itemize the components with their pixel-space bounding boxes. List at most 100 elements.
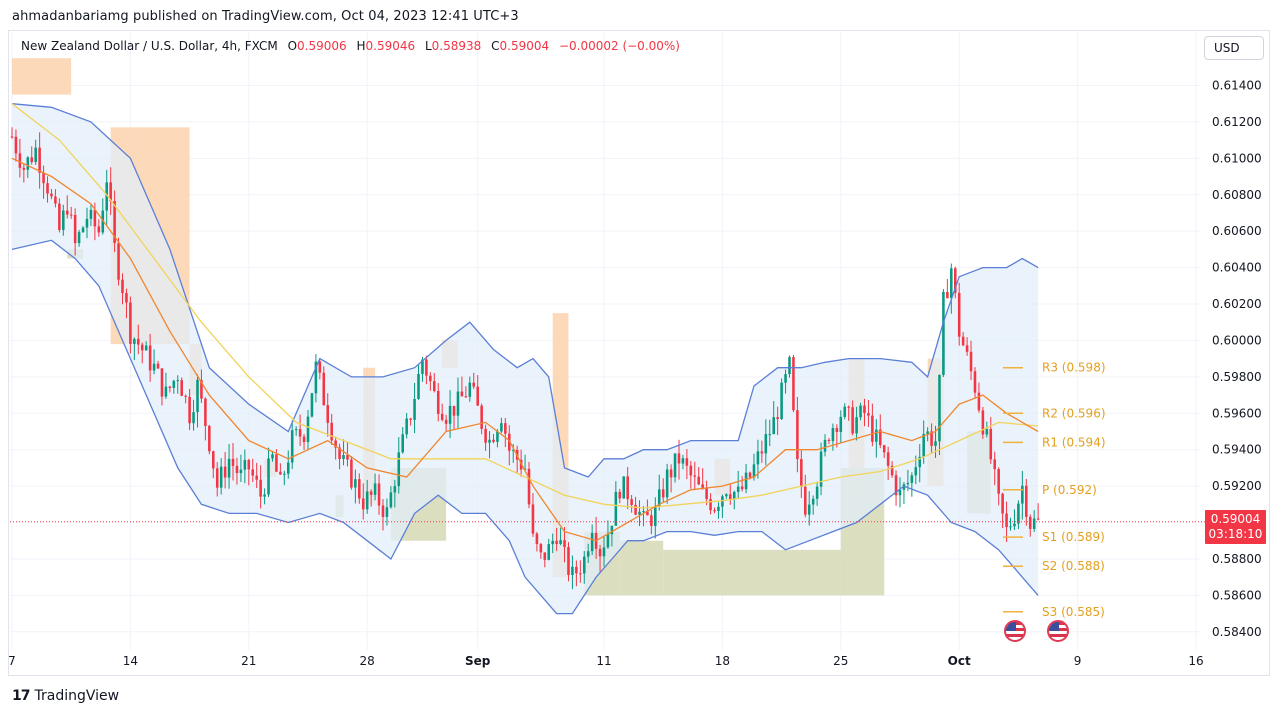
x-tick-label: 9 (1074, 654, 1082, 668)
last-price-tag: 0.59004 03:18:10 (1205, 510, 1266, 544)
candle-body (985, 428, 989, 435)
candle-body (579, 573, 582, 575)
candle-body (125, 293, 128, 303)
candle-body (764, 434, 768, 454)
candle-body (1013, 523, 1016, 527)
bollinger-upper-line (11, 103, 1039, 478)
candle-body (144, 345, 148, 351)
candle-body (942, 291, 945, 375)
candle-body (397, 452, 401, 487)
candle-body (504, 423, 507, 434)
candle-body (800, 459, 803, 487)
candle-body (531, 504, 535, 534)
us-flag-icon[interactable] (1047, 620, 1069, 642)
symbol-title[interactable]: New Zealand Dollar / U.S. Dollar, 4h, FX… (21, 39, 278, 53)
candle-body (934, 441, 937, 446)
candle-body (776, 417, 779, 420)
candle-body (788, 357, 791, 375)
candle-body (685, 458, 689, 466)
candle-body (914, 467, 918, 476)
candle-body (121, 279, 124, 294)
candle-body (709, 499, 712, 511)
y-tick-label: 0.58400 (1212, 625, 1262, 639)
symbol-legend: New Zealand Dollar / U.S. Dollar, 4h, FX… (21, 39, 680, 53)
candle-body (81, 227, 85, 233)
candle-body (886, 452, 890, 466)
candle-body (294, 429, 298, 431)
x-tick-label: 28 (360, 654, 375, 668)
brand-name: TradingView (34, 688, 120, 704)
candle-body (535, 533, 539, 545)
ohlc-close: C0.59004 (491, 39, 550, 53)
candle-body (630, 499, 633, 505)
candle-body (803, 486, 807, 515)
y-tick-label: 0.59200 (1212, 479, 1262, 493)
candle-body (693, 475, 697, 477)
candle-body (452, 405, 456, 416)
candle-body (377, 483, 381, 506)
candle-body (717, 506, 720, 511)
candle-body (689, 465, 693, 476)
candle-body (85, 218, 89, 228)
candle-body (626, 476, 629, 500)
candle-body (18, 153, 22, 168)
candle-body (898, 489, 902, 496)
candle-body (188, 396, 191, 424)
candle-body (247, 459, 251, 470)
us-flag-icon[interactable] (1004, 620, 1026, 642)
candle-body (472, 382, 476, 387)
candle-body (373, 483, 377, 495)
candle-body (961, 336, 965, 346)
candle-body (476, 386, 479, 406)
candle-body (14, 136, 18, 154)
y-tick-label: 0.58600 (1212, 588, 1262, 602)
candle-body (393, 486, 397, 493)
candle-body (819, 451, 823, 487)
candle-body (618, 491, 622, 499)
candle-body (930, 431, 933, 446)
candle-body (547, 544, 551, 560)
pivot-label: S2 (0.588) (1042, 559, 1105, 573)
candle-body (62, 210, 65, 230)
candle-body (440, 413, 444, 420)
candle-body (598, 548, 602, 557)
candle-body (314, 361, 318, 394)
candle-body (740, 486, 744, 490)
candle-body (109, 182, 112, 202)
candle-body (867, 413, 870, 416)
candle-body (543, 552, 547, 560)
candle-body (211, 451, 215, 469)
currency-button[interactable]: USD (1204, 36, 1264, 60)
y-tick-label: 0.60600 (1212, 224, 1262, 238)
candle-body (54, 196, 57, 204)
ohlc-change: −0.00002 (−0.00%) (558, 39, 680, 53)
candle-body (42, 172, 45, 184)
candle-body (283, 473, 286, 475)
candle-body (839, 416, 843, 433)
candle-body (346, 455, 349, 460)
candle-body (448, 405, 452, 424)
candle-body (133, 338, 136, 344)
y-tick-label: 0.60200 (1212, 297, 1262, 311)
pivot-label: R1 (0.594) (1042, 435, 1106, 449)
candle-body (602, 547, 606, 557)
candle-body (847, 406, 850, 408)
x-tick-label: 11 (596, 654, 611, 668)
candle-body (500, 423, 503, 432)
candle-body (768, 434, 772, 436)
ema-fast-line (11, 157, 1039, 542)
candle-body (26, 157, 30, 170)
candle-body (855, 417, 858, 434)
candle-body (113, 201, 116, 244)
candle-body (811, 498, 815, 505)
pivot-label: S1 (0.589) (1042, 530, 1105, 544)
candle-body (239, 469, 243, 474)
candle-body (93, 209, 97, 227)
candle-body (997, 469, 1000, 494)
candle-body (381, 505, 385, 517)
candle-body (977, 392, 981, 411)
candle-body (73, 215, 77, 244)
bollinger-lower-line (11, 239, 1039, 615)
candle-body (657, 489, 661, 507)
